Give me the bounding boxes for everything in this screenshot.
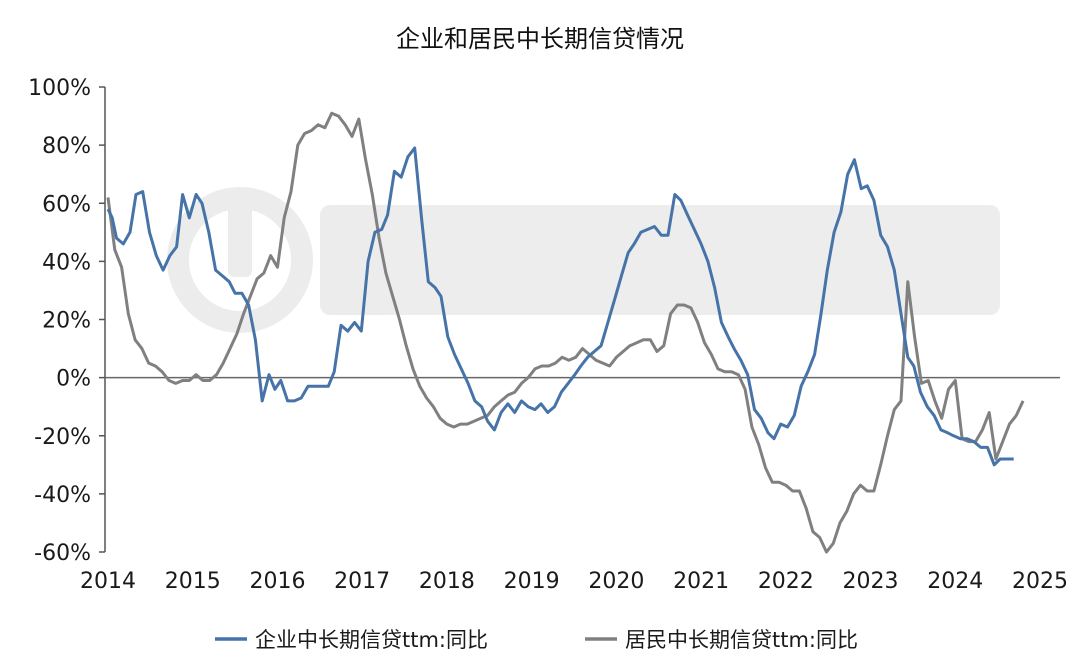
y-tick-label: 60%	[42, 192, 91, 217]
x-tick-label: 2015	[165, 569, 221, 594]
x-tick-label: 2022	[758, 569, 814, 594]
y-tick-label: 20%	[42, 309, 91, 334]
x-axis: 2014 2015 2016 2017 2018 2019 2020 2021 2022 2023…	[80, 569, 1068, 594]
y-axis: 100% 80% 60% 40% 20% 0% -20% -40% -60%	[28, 76, 105, 566]
y-tick-label: 40%	[42, 250, 91, 275]
enterprise-series-line	[106, 146, 1014, 467]
x-tick-label: 2019	[504, 569, 560, 594]
legend-label-household: 居民中长期信贷ttm:同比	[625, 628, 858, 652]
y-tick-label: 80%	[42, 134, 91, 159]
legend: 企业中长期信贷ttm:同比 居民中长期信贷ttm:同比	[215, 628, 858, 652]
x-tick-label: 2020	[588, 569, 644, 594]
x-tick-label: 2024	[927, 569, 983, 594]
y-tick-label: -20%	[34, 425, 91, 450]
legend-label-enterprise: 企业中长期信贷ttm:同比	[255, 628, 488, 652]
x-tick-label: 2018	[419, 569, 475, 594]
y-tick-label: -60%	[34, 541, 91, 566]
x-tick-label: 2025	[1012, 569, 1068, 594]
x-tick-label: 2023	[843, 569, 899, 594]
x-tick-label: 2021	[673, 569, 729, 594]
y-tick-label: 100%	[28, 76, 91, 101]
x-tick-label: 2016	[249, 569, 305, 594]
x-tick-label: 2014	[80, 569, 136, 594]
chart-title: 企业和居民中长期信贷情况	[396, 25, 684, 53]
series-lines	[106, 111, 1025, 554]
y-tick-label: -40%	[34, 483, 91, 508]
y-tick-label: 0%	[56, 367, 91, 392]
household-series-line	[106, 111, 1025, 554]
x-tick-label: 2017	[334, 569, 390, 594]
